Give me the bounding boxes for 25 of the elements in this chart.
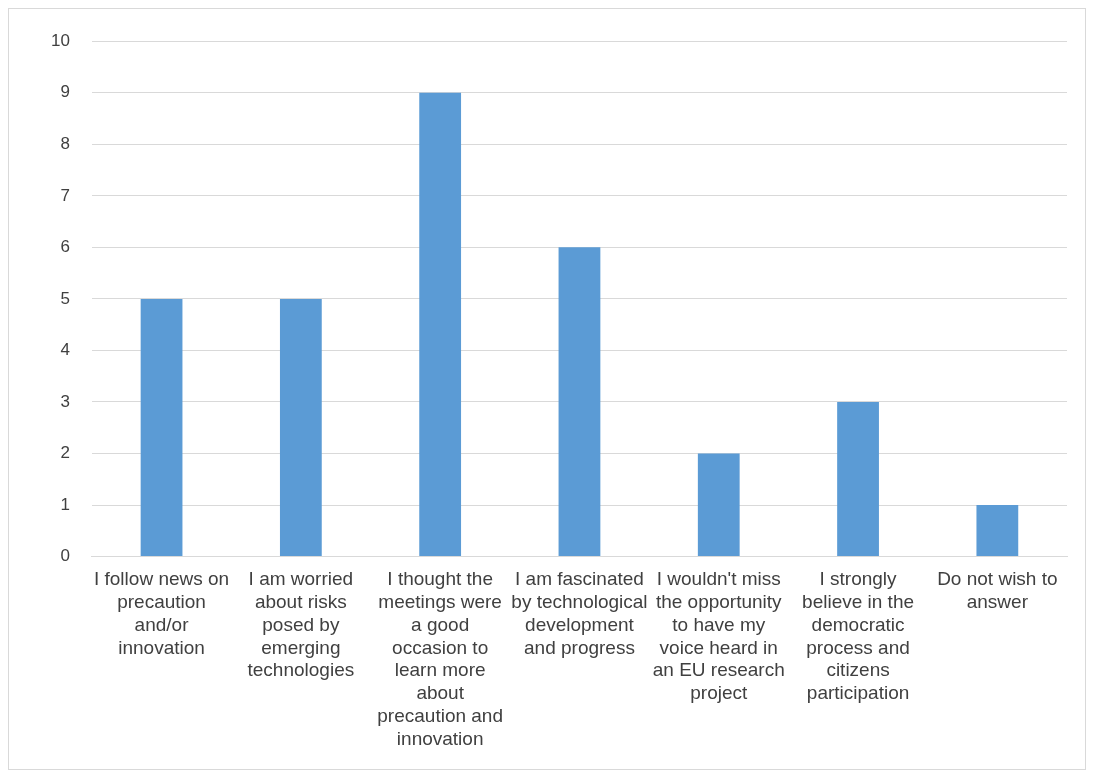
y-tick-label: 4 bbox=[60, 340, 70, 360]
y-tick-label: 7 bbox=[60, 185, 70, 205]
bar bbox=[279, 298, 322, 557]
y-tick-label: 3 bbox=[60, 391, 70, 411]
y-tick-label: 10 bbox=[50, 30, 70, 50]
y-tick-label: 5 bbox=[60, 288, 70, 308]
y-tick-label: 9 bbox=[60, 82, 70, 102]
bar bbox=[976, 505, 1019, 557]
x-tick-label: Do not wish to answer bbox=[937, 568, 1058, 613]
x-tick-label: I am fascinated by technological development and progress bbox=[511, 568, 648, 658]
x-tick-label: I wouldn't miss the opportunity to have my voice heard in an EU research project bbox=[652, 568, 785, 704]
bar bbox=[140, 298, 183, 557]
y-tick-label: 1 bbox=[60, 494, 70, 514]
bar bbox=[419, 92, 462, 557]
x-tick-label: I am worried about risks posed by emerging technologies bbox=[247, 568, 355, 681]
y-tick-label: 8 bbox=[60, 133, 70, 153]
y-tick-label: 0 bbox=[60, 546, 70, 566]
x-tick-label: I follow news on precaution and/or innovation bbox=[93, 568, 230, 658]
y-tick-label: 6 bbox=[60, 237, 70, 257]
x-tick-label: I strongly believe in the democratic process and citizens participation bbox=[802, 568, 915, 704]
bar bbox=[558, 247, 601, 557]
x-tick-label: I thought the meetings were a good occasion to learn more about precaution and innovation bbox=[377, 568, 504, 749]
y-tick-label: 2 bbox=[60, 443, 70, 463]
bar bbox=[837, 401, 879, 557]
bar bbox=[697, 453, 740, 557]
